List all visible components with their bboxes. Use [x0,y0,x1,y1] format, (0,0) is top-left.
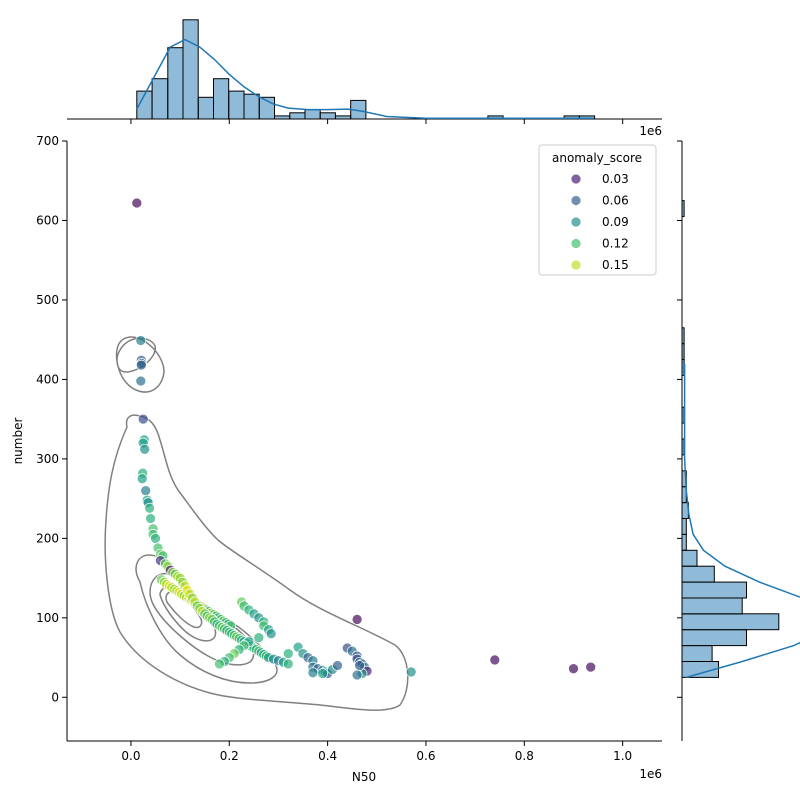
scatter-point [135,359,147,371]
legend-marker [570,216,582,228]
legend-label: 0.15 [602,258,629,272]
scatter-point [135,375,147,387]
top-hist-bar [243,93,260,120]
top-hist-bar [319,112,336,120]
legend-box [538,144,657,276]
y-tick-label: 700 [36,134,59,148]
y-tick-label: 300 [36,452,59,466]
scatter-point [351,669,363,681]
right-hist-bar [681,533,687,551]
y-tick-label: 0 [51,690,59,704]
right-hist-bar [681,200,685,218]
scatter-point [135,335,147,346]
y-axis-label: number [11,418,25,465]
scatter-point [150,533,161,544]
top-hist-bar [274,115,291,120]
scatter-point [332,660,343,671]
top-hist-bar [289,112,306,120]
legend-label: 0.06 [602,194,629,208]
scatter-point [351,614,363,625]
legend: anomaly_score 0.03 0.06 0.09 0.12 0.15 [538,144,657,276]
scatter-point [568,663,579,675]
legend-label: 0.12 [602,237,629,251]
x-tick-label: 1.0 [613,749,632,763]
scatter-point [282,648,294,659]
y-tick-label: 200 [36,531,59,545]
y-tick-label: 600 [36,213,59,227]
top-hist-bar [304,109,321,120]
scatter-point [131,197,143,209]
legend-marker [570,173,582,185]
scatter-point [140,485,152,497]
scatter-point [317,668,329,679]
top-hist-bar [167,47,184,120]
right-hist-bar [681,343,685,361]
y-tick-label: 400 [36,372,59,386]
scatter-point [405,666,417,678]
legend-marker [570,259,582,271]
right-hist-bar [681,406,685,424]
legend-label: 0.03 [602,172,629,186]
top-hist-bar [228,90,245,120]
legend-title: anomaly_score [552,151,642,165]
right-hist-bar [681,581,747,599]
top-offset-label: 1e6 [639,124,662,138]
scatter-point [282,658,294,670]
kde-contour-outer [104,414,409,711]
x-tick-label: 0.2 [220,749,239,763]
y-tick-label: 100 [36,611,59,625]
right-hist-bar [681,597,743,615]
y-tick-label: 500 [36,293,59,307]
scatter-point [585,661,597,673]
scatter-point [489,654,501,666]
scatter-point [144,502,155,514]
right-hist-bar [681,438,685,456]
right-hist-bar [681,359,685,376]
x-tick-label: 0.8 [515,749,534,763]
scatter-point [265,628,277,640]
scatter-point [253,632,265,644]
right-hist-bar [681,518,687,535]
x-tick-label: 0.6 [416,749,435,763]
x-offset-label: 1e6 [639,767,662,781]
top-kde-curve [136,38,594,120]
right-hist-bar [681,565,715,583]
x-tick-label: 0.0 [121,749,140,763]
right-hist-bar [681,549,698,567]
legend-marker [570,238,582,249]
right-kde-curve [683,363,800,679]
main-scatter-plot: 0.0 0.2 0.4 0.6 0.8 1.0 0 100 200 300 400 500 600 70… [11,134,662,784]
scatter-point [307,667,319,679]
right-marginal-histogram [677,140,800,741]
top-hist-bar [335,115,352,120]
right-hist-bar [681,645,713,662]
legend-marker [570,195,582,206]
top-hist-bar [197,96,215,120]
top-hist-bar [151,78,169,120]
top-hist-bar [213,78,230,120]
scatter-point [354,660,365,671]
scatter-point [139,443,151,455]
top-marginal-histogram: 1e6 [67,19,662,138]
legend-label: 0.09 [602,215,629,229]
scatter-point [145,513,156,524]
scatter-point [214,658,225,670]
right-hist-bar [681,613,780,631]
x-axis-label: N50 [352,770,376,784]
scatter-point [136,473,148,485]
right-hist-bar [681,629,747,647]
x-tick-label: 0.4 [318,749,337,763]
scatter-point [137,413,149,425]
top-hist-bar [182,19,199,120]
right-hist-bar [681,327,685,345]
